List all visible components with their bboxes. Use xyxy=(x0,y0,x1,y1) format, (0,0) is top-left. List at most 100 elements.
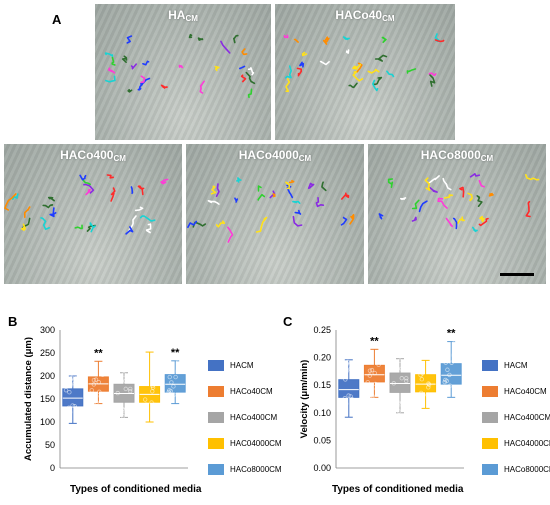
data-point xyxy=(403,378,409,384)
legend-swatch xyxy=(482,464,498,475)
cell-track xyxy=(160,84,168,89)
data-point xyxy=(91,377,97,383)
y-tick-label: 0.10 xyxy=(313,408,331,418)
data-point xyxy=(391,381,396,386)
data-point xyxy=(341,365,347,370)
cell-track xyxy=(525,174,540,181)
cell-track xyxy=(340,216,348,226)
data-point xyxy=(118,412,123,417)
cell-track xyxy=(142,60,150,66)
cell-track xyxy=(107,67,116,74)
cell-track xyxy=(411,216,417,222)
cell-track xyxy=(479,215,485,223)
legend-label: HACo400CM xyxy=(504,413,550,422)
micrograph-label: HACo4000CM xyxy=(238,148,312,163)
micrograph-ha-cm: HACM xyxy=(95,4,271,140)
cell-track xyxy=(134,206,144,212)
cell-track xyxy=(424,177,431,191)
cell-track xyxy=(292,215,303,227)
data-point xyxy=(349,363,355,368)
data-point xyxy=(69,375,75,380)
cell-track xyxy=(126,35,133,44)
cell-track xyxy=(74,224,83,230)
cell-track xyxy=(21,223,26,231)
data-point xyxy=(394,362,399,368)
significance-marker: ** xyxy=(447,328,456,340)
data-point xyxy=(349,360,355,365)
cell-track xyxy=(257,185,262,192)
data-point xyxy=(426,382,432,387)
y-tick-label: 0.20 xyxy=(313,353,331,363)
legend-label: HACo40CM xyxy=(230,387,273,396)
y-tick-label: 0.00 xyxy=(313,463,331,473)
data-point xyxy=(349,396,355,402)
cell-track xyxy=(437,197,448,209)
data-point xyxy=(63,388,69,393)
data-point xyxy=(166,389,171,395)
cell-track xyxy=(478,217,489,227)
cell-track xyxy=(348,82,358,89)
legend-swatch xyxy=(208,438,224,449)
cell-track xyxy=(12,193,19,200)
data-point xyxy=(452,340,457,346)
cell-tracks xyxy=(4,174,169,235)
legend-swatch xyxy=(482,438,498,449)
data-point xyxy=(376,362,381,367)
cell-track xyxy=(127,88,133,93)
cell-track xyxy=(42,204,54,209)
cell-track xyxy=(187,220,198,229)
data-point xyxy=(429,369,434,374)
cell-track xyxy=(378,213,384,220)
cell-track xyxy=(245,71,256,85)
data-point xyxy=(367,373,373,378)
box-HACo8000CM: ** xyxy=(164,347,186,405)
cell-track xyxy=(445,217,454,228)
data-point xyxy=(365,357,370,363)
data-point xyxy=(369,367,375,373)
data-point xyxy=(115,390,120,396)
cell-track xyxy=(239,65,246,70)
data-point xyxy=(425,392,430,398)
cell-track xyxy=(79,174,87,181)
y-tick-label: 250 xyxy=(40,348,55,358)
cell-track xyxy=(386,70,395,78)
data-point xyxy=(442,343,448,348)
data-point xyxy=(128,386,133,392)
cell-track xyxy=(352,63,362,70)
box-body xyxy=(415,374,437,393)
cell-track xyxy=(418,200,428,213)
data-point xyxy=(167,393,172,399)
cell-track xyxy=(188,33,193,39)
cell-tracks xyxy=(187,177,355,243)
data-point xyxy=(377,386,382,392)
cell-track xyxy=(40,217,51,231)
box-HAC04000CM xyxy=(139,351,161,423)
data-point xyxy=(70,403,75,408)
cell-track xyxy=(299,61,305,68)
cell-track xyxy=(214,65,220,72)
cell-track xyxy=(139,215,156,222)
data-point xyxy=(89,388,94,393)
cell-track xyxy=(374,54,388,62)
cell-track xyxy=(240,74,247,83)
cell-track xyxy=(81,177,91,186)
y-tick-label: 0 xyxy=(50,463,55,473)
cell-track xyxy=(4,193,17,211)
cell-track xyxy=(321,181,327,192)
data-point xyxy=(89,368,94,374)
cell-track xyxy=(292,200,301,204)
box-HACo400CM xyxy=(389,358,411,414)
cell-track xyxy=(130,63,137,70)
data-point xyxy=(418,372,423,378)
data-point xyxy=(118,375,123,381)
cell-track xyxy=(197,37,204,41)
data-point xyxy=(100,372,105,378)
data-point xyxy=(345,359,351,365)
cell-track xyxy=(227,226,234,243)
box-body xyxy=(389,372,411,393)
cell-track xyxy=(49,207,57,218)
data-point xyxy=(399,366,404,371)
cell-track xyxy=(283,34,289,39)
scale-bar xyxy=(500,273,534,276)
data-point xyxy=(72,381,77,386)
